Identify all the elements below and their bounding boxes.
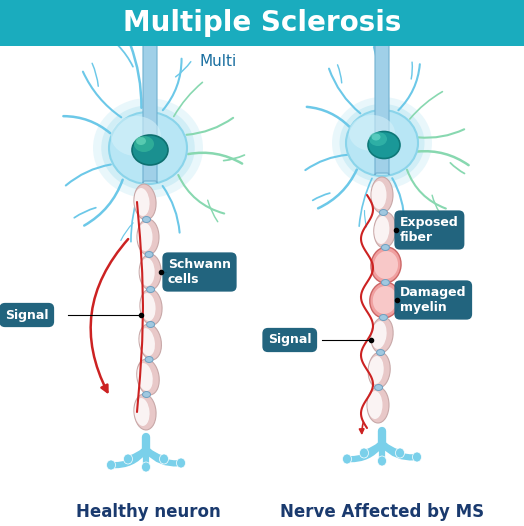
Ellipse shape [140, 289, 162, 325]
Ellipse shape [377, 349, 385, 356]
Ellipse shape [412, 452, 421, 462]
Ellipse shape [137, 363, 152, 391]
Ellipse shape [139, 254, 161, 290]
Ellipse shape [137, 359, 159, 395]
Ellipse shape [370, 282, 400, 318]
Ellipse shape [137, 223, 152, 251]
Ellipse shape [375, 385, 383, 390]
Ellipse shape [371, 177, 393, 213]
Ellipse shape [101, 106, 195, 190]
Ellipse shape [134, 394, 156, 430]
Ellipse shape [159, 454, 169, 464]
Ellipse shape [372, 181, 387, 209]
Ellipse shape [106, 460, 115, 470]
Ellipse shape [374, 251, 398, 279]
Text: Exposed
fiber: Exposed fiber [400, 216, 458, 244]
Ellipse shape [372, 134, 380, 140]
FancyBboxPatch shape [375, 18, 389, 175]
Ellipse shape [381, 245, 389, 250]
Ellipse shape [369, 132, 387, 146]
Ellipse shape [143, 391, 150, 398]
Ellipse shape [340, 104, 424, 182]
Ellipse shape [143, 217, 150, 222]
Ellipse shape [147, 321, 155, 328]
Ellipse shape [137, 219, 159, 255]
Ellipse shape [139, 324, 161, 360]
Ellipse shape [332, 97, 432, 189]
Ellipse shape [368, 352, 390, 388]
Text: Nerve Affected by MS: Nerve Affected by MS [280, 503, 484, 521]
Ellipse shape [343, 454, 352, 464]
Ellipse shape [177, 458, 185, 468]
Text: Damaged
myelin: Damaged myelin [400, 286, 466, 314]
Ellipse shape [136, 137, 146, 145]
Ellipse shape [93, 98, 203, 198]
Ellipse shape [147, 287, 155, 292]
Ellipse shape [367, 391, 383, 419]
Ellipse shape [349, 115, 395, 151]
Ellipse shape [134, 136, 154, 152]
Ellipse shape [379, 315, 387, 320]
Ellipse shape [368, 132, 400, 158]
Ellipse shape [111, 116, 161, 156]
Ellipse shape [135, 188, 149, 216]
Ellipse shape [396, 448, 405, 458]
Ellipse shape [109, 112, 187, 184]
Ellipse shape [374, 216, 389, 244]
Ellipse shape [145, 357, 153, 362]
Text: Signal: Signal [268, 333, 311, 347]
Ellipse shape [359, 448, 368, 458]
Ellipse shape [368, 356, 384, 384]
Ellipse shape [140, 258, 155, 286]
Ellipse shape [373, 286, 397, 314]
Ellipse shape [141, 462, 150, 472]
Bar [0, 0, 524, 46]
Ellipse shape [367, 387, 389, 423]
Text: Multiple Sclerosis: Multiple Sclerosis [123, 9, 401, 37]
Ellipse shape [134, 184, 156, 220]
Ellipse shape [377, 456, 387, 466]
Ellipse shape [135, 398, 149, 426]
Ellipse shape [110, 113, 187, 183]
Ellipse shape [347, 111, 417, 175]
Text: Signal: Signal [5, 309, 49, 321]
Ellipse shape [346, 110, 418, 176]
Ellipse shape [139, 328, 155, 356]
Ellipse shape [372, 321, 387, 349]
Ellipse shape [381, 279, 389, 286]
FancyBboxPatch shape [143, 22, 157, 183]
Ellipse shape [132, 135, 168, 165]
Ellipse shape [371, 247, 401, 283]
Ellipse shape [371, 317, 393, 353]
Ellipse shape [140, 293, 156, 321]
Ellipse shape [145, 251, 153, 258]
Ellipse shape [124, 454, 133, 464]
Ellipse shape [374, 212, 396, 248]
Text: Multi: Multi [199, 55, 237, 69]
Ellipse shape [379, 209, 387, 216]
Text: Schwann
cells: Schwann cells [168, 258, 231, 286]
Text: Healthy neuron: Healthy neuron [75, 503, 221, 521]
